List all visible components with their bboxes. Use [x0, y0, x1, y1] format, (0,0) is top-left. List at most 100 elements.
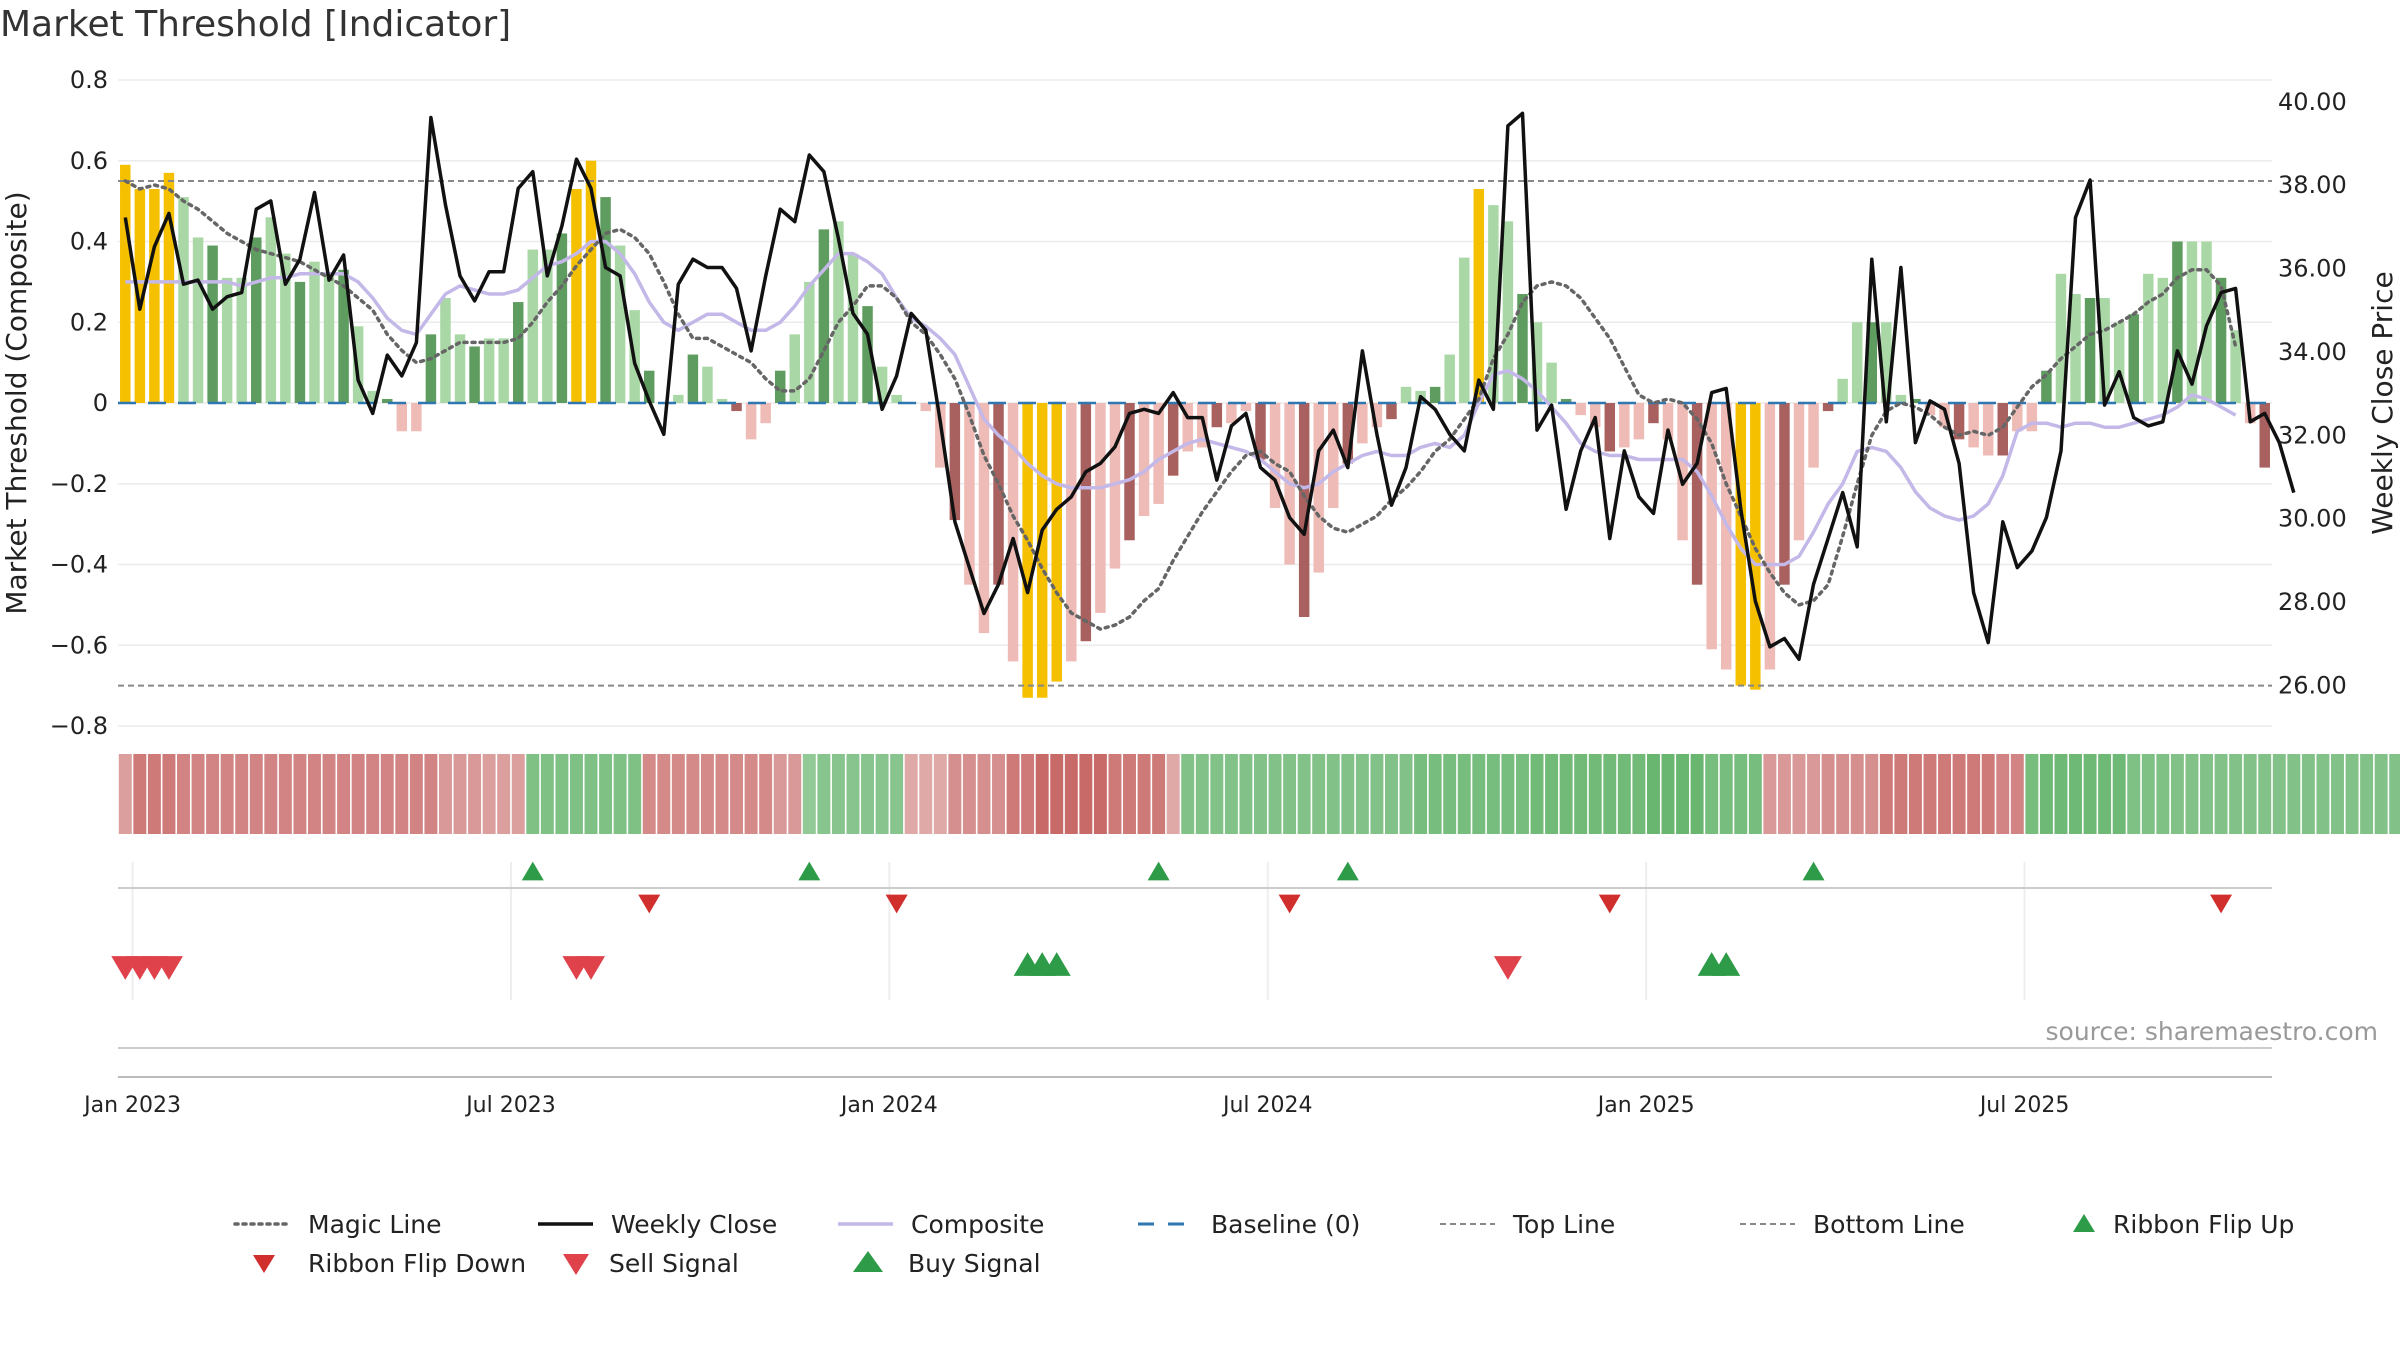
ribbon-cell	[831, 754, 845, 834]
ribbon-cell	[1515, 754, 1529, 834]
axes: 0.8 0.6 0.4 0.2 0 −0.2 −0.4 −0.6 −0.8 40.00 38.00 3…	[0, 66, 2399, 1118]
y-left-tick-label: 0.8	[70, 66, 108, 94]
ribbon-flip-up-marker	[798, 861, 821, 881]
threshold-bar	[1808, 403, 1819, 468]
threshold-bar	[1269, 403, 1281, 508]
threshold-bar	[527, 249, 539, 403]
threshold-bar	[207, 245, 218, 403]
threshold-bar	[687, 354, 699, 403]
ribbon-cell	[511, 754, 525, 834]
ribbon-flip-up-marker	[521, 861, 544, 881]
threshold-bar	[2113, 322, 2125, 403]
threshold-bar	[585, 160, 597, 403]
ribbon-flip-down-marker	[885, 894, 908, 914]
threshold-bar	[847, 253, 859, 403]
ribbon-cell	[1283, 754, 1297, 834]
ribbon-cell	[948, 754, 962, 834]
threshold-bar	[1779, 403, 1790, 585]
x-tick-label: Jul 2025	[1978, 1093, 2070, 1118]
y-left-tick-label: 0.2	[70, 308, 108, 336]
ribbon-cell	[875, 754, 889, 834]
threshold-bar	[993, 403, 1004, 585]
buy-signal-marker	[1712, 952, 1741, 976]
y-left-tick-label: −0.4	[50, 551, 108, 579]
buy-signal-marker	[1042, 952, 1071, 976]
ribbon-cell	[409, 754, 423, 834]
ribbon-cell	[1719, 754, 1733, 834]
legend-label: Weekly Close	[611, 1210, 777, 1239]
ribbon-cell	[395, 754, 409, 834]
ribbon-cell	[438, 754, 452, 834]
threshold-bar	[1386, 403, 1397, 420]
ribbon-cell	[2243, 754, 2257, 834]
ribbon-cell	[1079, 754, 1093, 834]
ribbon-cell	[2331, 754, 2344, 834]
ribbon-flip-up-marker	[1802, 861, 1825, 881]
ribbon-cell	[2083, 754, 2097, 834]
threshold-bar	[1560, 398, 1572, 403]
legend-swatch	[563, 1254, 589, 1275]
threshold-bar	[2215, 277, 2227, 403]
ribbon-cell	[220, 754, 234, 834]
legend-label: Ribbon Flip Down	[308, 1249, 526, 1278]
ribbon-cell	[1152, 754, 1166, 834]
ribbon-cell	[1457, 754, 1471, 834]
threshold-bar	[1298, 403, 1310, 617]
sell-signal-marker	[1493, 956, 1522, 980]
ribbon-cell	[1792, 754, 1806, 834]
threshold-bar	[2259, 403, 2270, 468]
ribbon-cell	[2054, 754, 2068, 834]
ribbon-cell	[1894, 754, 1908, 834]
ribbon-cell	[1574, 754, 1588, 834]
ribbon-cell	[1908, 754, 1922, 834]
ribbon-cell	[671, 754, 685, 834]
ribbon-cell	[2010, 754, 2024, 834]
ribbon-cell	[759, 754, 773, 834]
ribbon-cell	[788, 754, 802, 834]
ribbon-cell	[147, 754, 161, 834]
ribbon-cell	[1588, 754, 1602, 834]
ribbon-cell	[191, 754, 205, 834]
ribbon-cell	[1021, 754, 1035, 834]
ribbon-cell	[497, 754, 511, 834]
threshold-bar	[367, 390, 378, 403]
ribbon-cell	[992, 754, 1005, 834]
ribbon-cell	[1268, 754, 1282, 834]
ribbon-cell	[1137, 754, 1151, 834]
threshold-bar	[1764, 403, 1776, 670]
threshold-bar	[1982, 403, 1994, 456]
x-tick-label: Jul 2024	[1221, 1093, 1313, 1118]
ribbon-cell	[1385, 754, 1398, 834]
ribbon-cell	[1501, 754, 1515, 834]
ribbon-cell	[1239, 754, 1253, 834]
ribbon-cell	[1763, 754, 1777, 834]
threshold-bar	[1226, 403, 1237, 424]
threshold-bar	[1036, 403, 1048, 698]
ribbon-cell	[366, 754, 380, 834]
ribbon-cell	[118, 754, 132, 834]
threshold-bar	[1924, 403, 1936, 416]
ribbon-cell	[2316, 754, 2330, 834]
ribbon-cell	[919, 754, 933, 834]
threshold-bar	[2012, 403, 2023, 432]
threshold-bar	[411, 403, 422, 432]
ribbon-cell	[1166, 754, 1180, 834]
threshold-bar	[396, 403, 408, 432]
ribbon-flip-down-marker	[2210, 894, 2233, 914]
ribbon-cell	[2374, 754, 2388, 834]
ribbon-cell	[613, 754, 627, 834]
ribbon-cell	[2389, 754, 2400, 834]
composite-line	[125, 239, 2237, 567]
magic-line	[123, 179, 2238, 631]
ribbon-cell	[1559, 754, 1573, 834]
ribbon-cell	[482, 754, 496, 834]
ribbon-cell	[1981, 754, 1995, 834]
threshold-bar	[876, 366, 888, 403]
threshold-bar	[1691, 403, 1703, 585]
y-right-tick-label: 34.00	[2278, 338, 2347, 366]
legend-label: Top Line	[1512, 1210, 1615, 1239]
threshold-bar	[1517, 293, 1528, 403]
threshold-bar	[789, 334, 801, 403]
threshold-bar	[1240, 403, 1252, 412]
ribbon-cell	[1370, 754, 1384, 834]
